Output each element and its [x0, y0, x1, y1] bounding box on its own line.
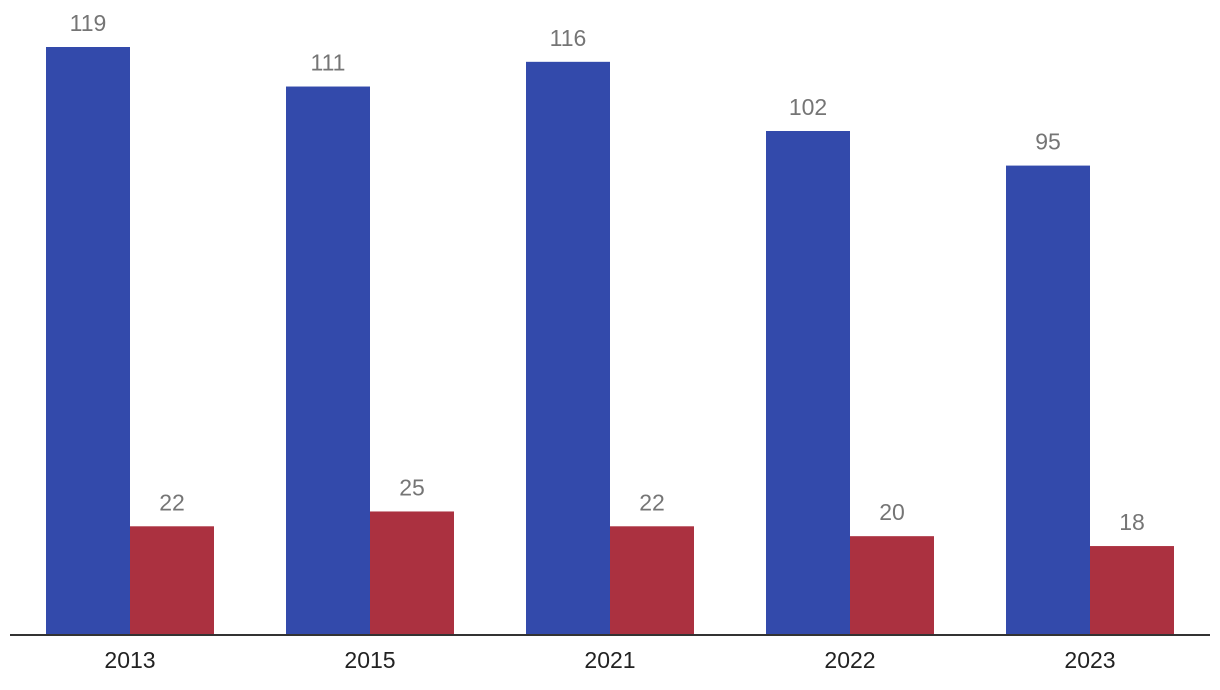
data-label-2021-series-2: 22 [639, 489, 665, 515]
bar-2022-series-1 [766, 131, 850, 635]
data-label-2021-series-1: 116 [550, 25, 587, 51]
bar-2015-series-1 [286, 86, 370, 635]
data-label-2013-series-1: 119 [70, 10, 107, 36]
bars-layer [46, 47, 1174, 635]
x-tick-label-2023: 2023 [1064, 647, 1115, 673]
bar-2015-series-2 [370, 511, 454, 635]
x-tick-label-2022: 2022 [824, 647, 875, 673]
data-label-2015-series-1: 111 [311, 50, 346, 76]
x-axis-ticks: 2013 2015 2021 2022 2023 [104, 647, 1115, 673]
bar-2013-series-1 [46, 47, 130, 635]
x-tick-label-2021: 2021 [584, 647, 635, 673]
data-label-2023-series-1: 95 [1035, 129, 1061, 155]
x-tick-label-2013: 2013 [104, 647, 155, 673]
data-label-2022-series-1: 102 [789, 94, 827, 120]
bar-2013-series-2 [130, 526, 214, 635]
value-labels-layer: 119 22 111 25 116 22 102 20 95 18 [70, 10, 1145, 535]
data-label-2013-series-2: 22 [159, 489, 185, 515]
bar-2021-series-2 [610, 526, 694, 635]
data-label-2023-series-2: 18 [1119, 509, 1145, 535]
bar-2021-series-1 [526, 61, 610, 635]
data-label-2015-series-2: 25 [399, 474, 425, 500]
bar-2022-series-2 [850, 536, 934, 635]
bar-2023-series-2 [1090, 546, 1174, 635]
data-label-2022-series-2: 20 [879, 499, 905, 525]
bar-2023-series-1 [1006, 165, 1090, 635]
x-tick-label-2015: 2015 [344, 647, 395, 673]
